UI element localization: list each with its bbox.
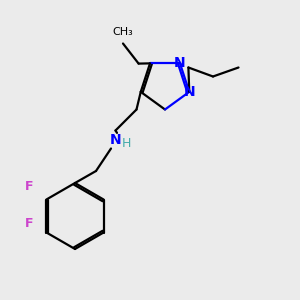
Text: N: N (174, 56, 186, 70)
Text: CH₃: CH₃ (112, 27, 134, 37)
Text: N: N (110, 133, 121, 146)
Text: F: F (25, 180, 34, 193)
Text: H: H (122, 136, 132, 150)
Text: F: F (25, 217, 34, 230)
Text: N: N (183, 85, 195, 99)
